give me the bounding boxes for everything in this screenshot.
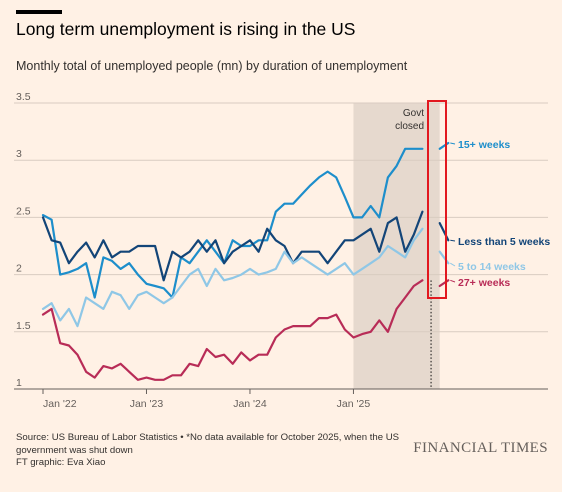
line-chart: 11.522.533.5 Jan '22 Jan '23 Jan '24 Jan '2… bbox=[14, 91, 550, 410]
shade-label: closed bbox=[395, 121, 424, 132]
x-tick-label: Jan '25 bbox=[337, 398, 371, 410]
series-line bbox=[438, 141, 450, 150]
series-label: 15+ weeks bbox=[458, 139, 510, 151]
annotations: Govt closed bbox=[395, 100, 447, 389]
y-tick-label: 2.5 bbox=[16, 205, 31, 217]
y-tick-label: 2 bbox=[16, 263, 22, 275]
y-tick-label: 1 bbox=[16, 377, 22, 389]
series-line bbox=[438, 250, 450, 265]
series-line bbox=[438, 279, 450, 288]
series-line bbox=[41, 227, 424, 328]
chart-subtitle: Monthly total of unemployed people (mn) … bbox=[16, 59, 408, 73]
graphic-credit: FT graphic: Eva Xiao bbox=[16, 457, 106, 468]
brand-bar bbox=[16, 10, 62, 14]
source-note: Source: US Bureau of Labor Statistics • … bbox=[16, 432, 416, 470]
chart-title: Long term unemployment is rising in the … bbox=[16, 19, 356, 39]
x-tick-label: Jan '22 bbox=[43, 398, 77, 410]
series-line bbox=[41, 147, 424, 299]
series-label: 27+ weeks bbox=[458, 277, 510, 289]
highlight-box bbox=[427, 100, 447, 299]
shade-label: Govt bbox=[403, 108, 424, 119]
series-label-leader bbox=[450, 262, 456, 267]
shaded-region bbox=[353, 103, 440, 389]
series-label: 5 to 14 weeks bbox=[458, 261, 526, 273]
y-tick-label: 3.5 bbox=[16, 91, 31, 103]
series-label-leader bbox=[450, 239, 456, 242]
shaded-period bbox=[353, 103, 440, 389]
series-label-leader bbox=[450, 279, 456, 283]
y-axis-ticks: 1 1.5 2 2.5 3 3.5 bbox=[16, 91, 31, 389]
series-label-leader bbox=[450, 142, 456, 145]
source-line-1: Source: US Bureau of Labor Statistics • … bbox=[16, 432, 400, 443]
x-tick-label: Jan '24 bbox=[233, 398, 267, 410]
x-axis-ticks: Jan '22 Jan '23 Jan '24 Jan '25 bbox=[42, 389, 371, 410]
series-line bbox=[41, 210, 424, 282]
series-labels: 15+ weeks Less than 5 weeks 5 to 14 weeks 2… bbox=[450, 139, 550, 289]
y-tick-label: 1.5 bbox=[16, 320, 31, 332]
source-line-2: government was shut down bbox=[16, 444, 133, 456]
series-line bbox=[438, 222, 450, 242]
y-tick-label: 3 bbox=[16, 148, 22, 160]
financial-times-logo: FINANCIAL TIMES bbox=[413, 440, 548, 456]
x-tick-label: Jan '23 bbox=[130, 398, 164, 410]
series-label: Less than 5 weeks bbox=[458, 236, 550, 248]
series-line bbox=[41, 279, 424, 381]
